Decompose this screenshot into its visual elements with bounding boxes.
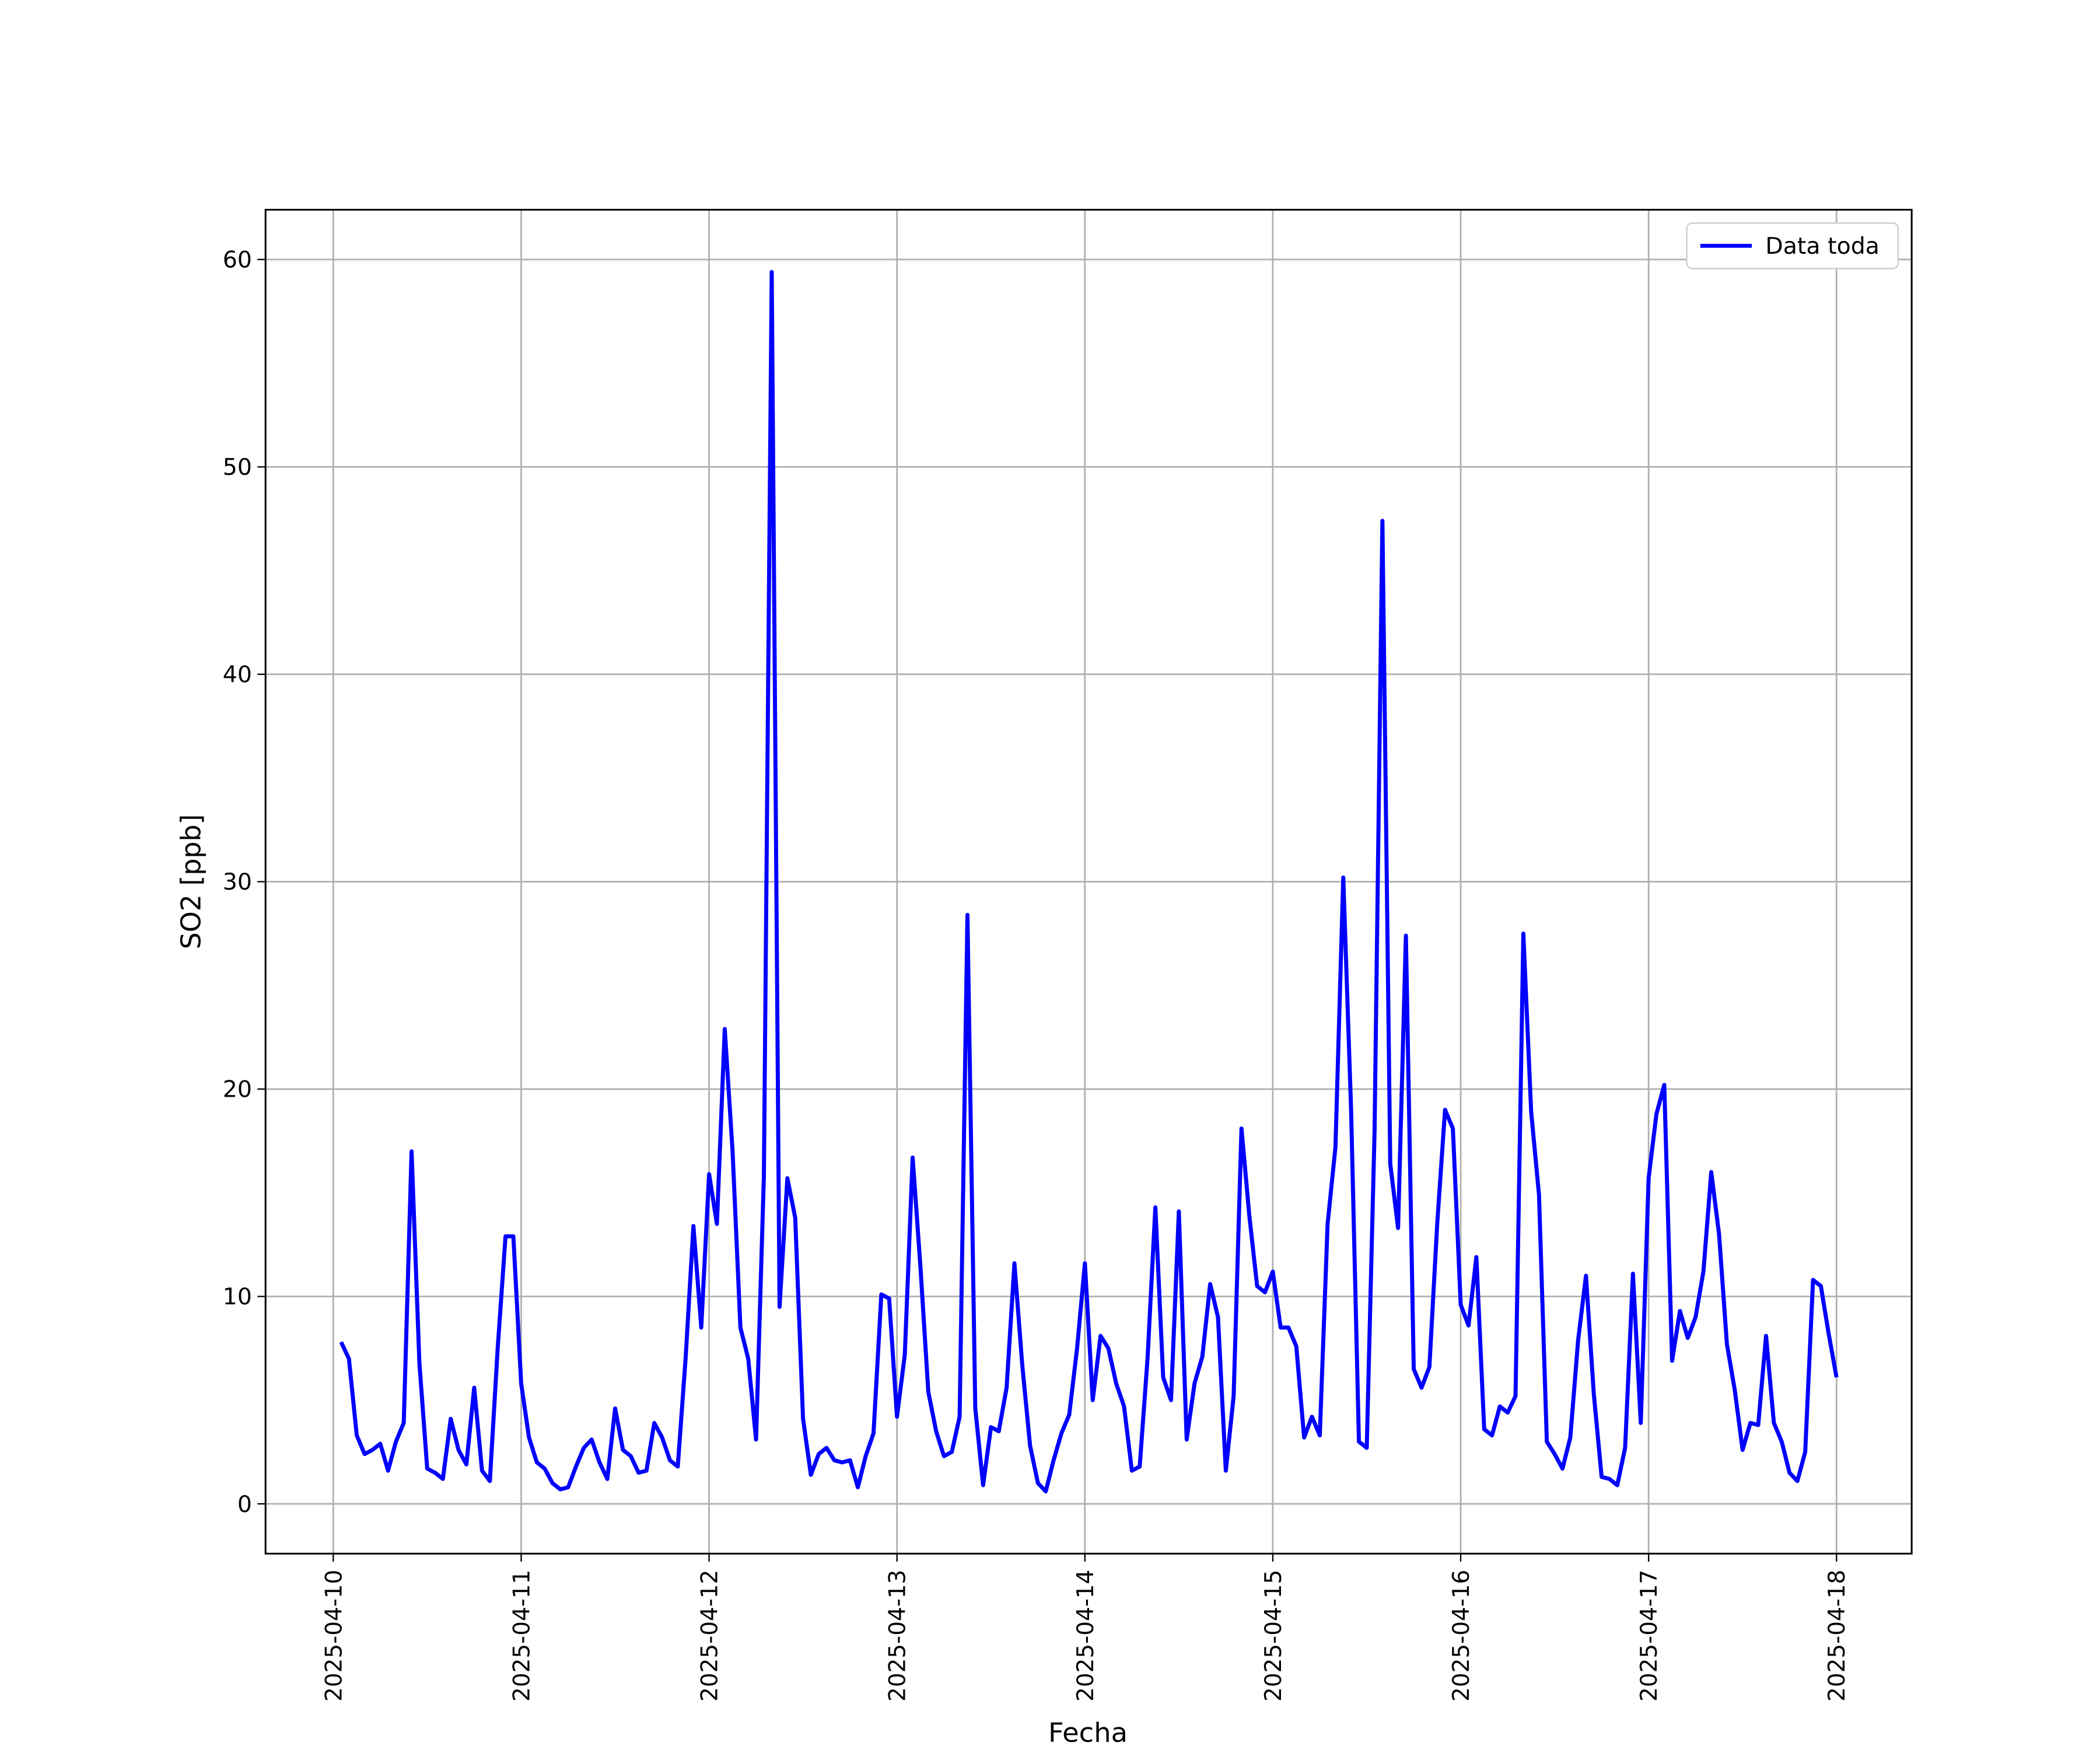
legend-label: Data toda [1765,233,1880,260]
legend-box [1686,222,1899,270]
x-axis-label: Fecha [1048,1717,1128,1749]
x-tick-label: 2025-04-14 [1073,1570,1099,1702]
y-tick-label: 20 [223,1077,252,1103]
plot-frame [264,209,1913,1555]
y-axis-label: SO2 [ppb] [175,814,206,950]
y-tick-label: 50 [223,454,252,481]
y-tick-label: 0 [237,1492,252,1518]
y-tick-label: 40 [223,662,252,688]
data-line [339,270,1839,1494]
x-tick-label: 2025-04-15 [1261,1570,1287,1702]
y-tick-label: 30 [223,869,252,895]
x-tick-label: 2025-04-16 [1448,1570,1475,1702]
y-tick-label: 10 [223,1284,252,1310]
x-tick-label: 2025-04-17 [1636,1570,1662,1702]
x-tick-label: 2025-04-10 [321,1570,347,1702]
x-tick-label: 2025-04-12 [696,1570,723,1702]
x-tick-label: 2025-04-13 [884,1570,911,1702]
x-tick-label: 2025-04-18 [1824,1570,1850,1702]
x-tick-label: 2025-04-11 [509,1570,535,1702]
y-tick-label: 60 [223,247,252,274]
